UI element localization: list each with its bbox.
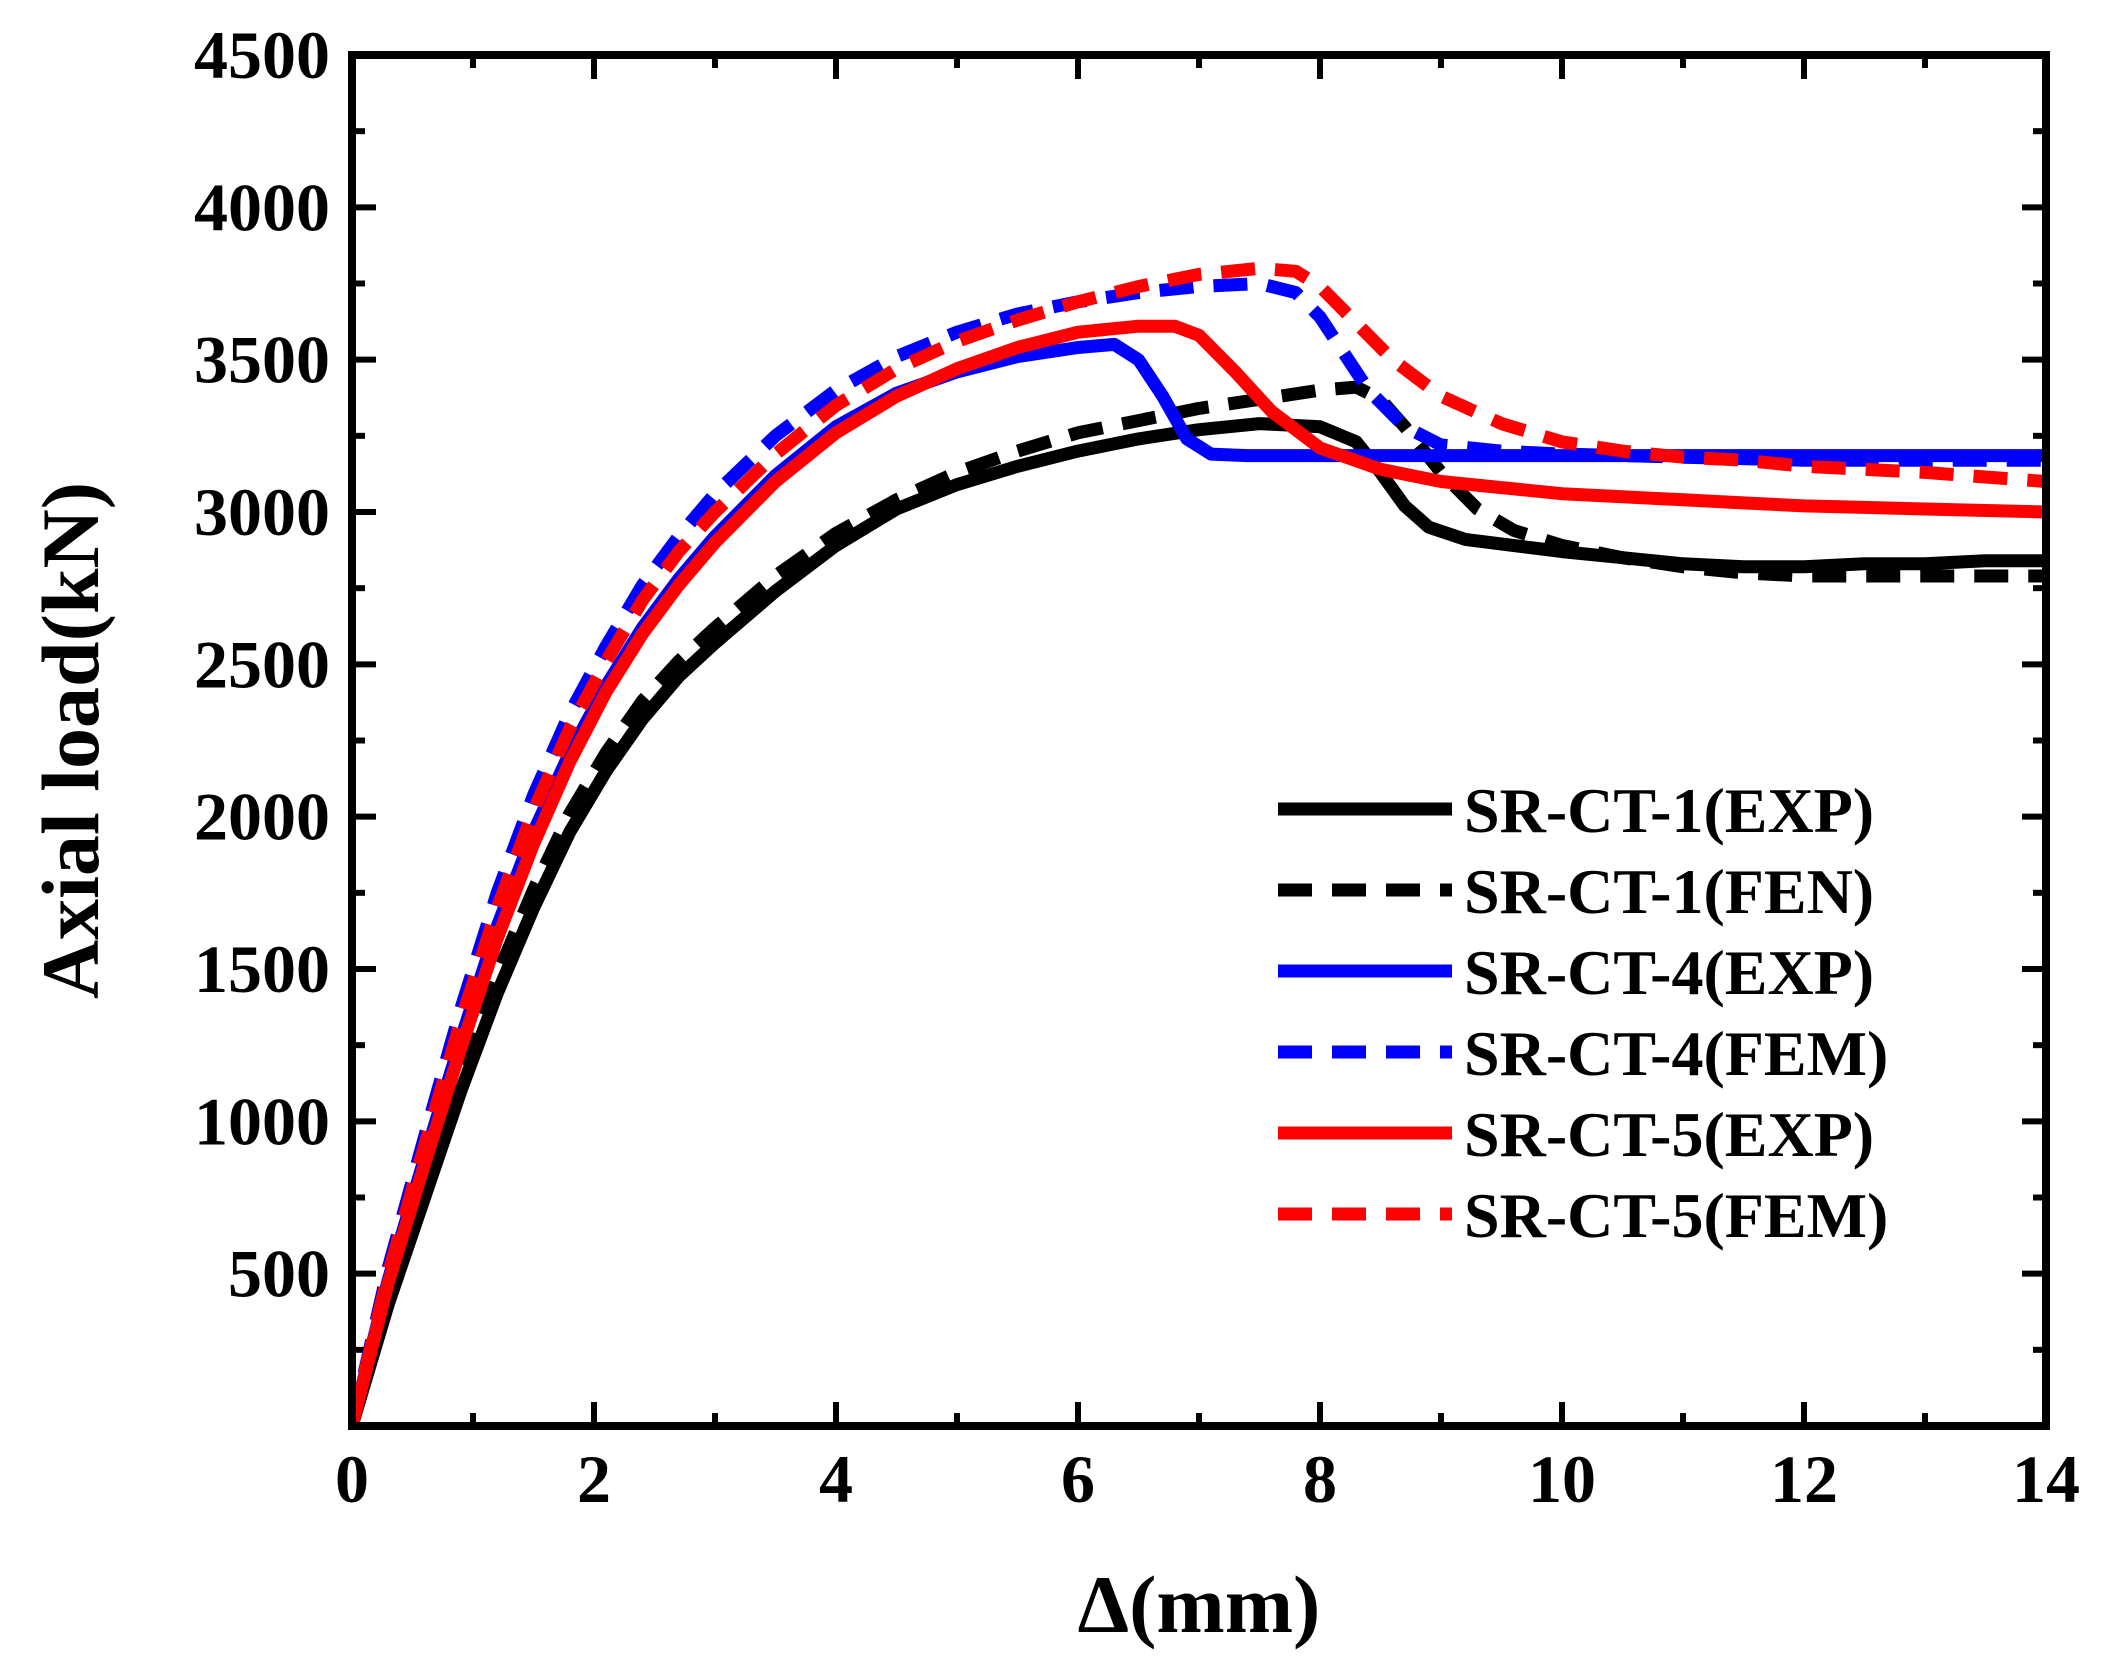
series-line-4	[352, 277, 2046, 1426]
legend-label-5: SR-CT-5(EXP)	[1464, 1099, 1874, 1170]
y-tick-label: 2000	[194, 779, 330, 855]
legend-label-3: SR-CT-4(EXP)	[1464, 937, 1874, 1008]
series-line-6	[352, 261, 2046, 1426]
y-tick-label: 4500	[194, 17, 330, 93]
x-tick-label: 4	[819, 1441, 853, 1517]
y-tick-label: 2500	[194, 626, 330, 702]
tick-labels: 0 2 4 6 8 10 12 14 500 1000 1500 2000 2500 3000 3500 40…	[194, 17, 2080, 1517]
legend-label-2: SR-CT-1(FEN)	[1464, 856, 1874, 927]
plot-series	[352, 261, 2046, 1426]
legend: SR-CT-1(EXP) SR-CT-1(FEN) SR-CT-4(EXP) SR-C…	[1278, 775, 1888, 1251]
y-tick-label: 500	[228, 1236, 330, 1312]
y-tick-label: 3000	[194, 474, 330, 550]
x-tick-label: 12	[1770, 1441, 1838, 1517]
series-line-1	[352, 417, 2046, 1426]
plot-frame	[348, 51, 2050, 1430]
x-tick-label: 6	[1061, 1441, 1095, 1517]
y-tick-label: 1000	[194, 1083, 330, 1159]
y-tick-label: 1500	[194, 931, 330, 1007]
y-axis-title: Axial load(kN)	[25, 482, 116, 999]
x-tick-label: 10	[1528, 1441, 1596, 1517]
y-tick-label: 4000	[194, 169, 330, 245]
legend-label-4: SR-CT-4(FEM)	[1464, 1018, 1888, 1089]
series-line-5	[352, 319, 2046, 1426]
x-tick-label: 0	[335, 1441, 369, 1517]
legend-label-6: SR-CT-5(FEM)	[1464, 1180, 1888, 1251]
legend-label-1: SR-CT-1(EXP)	[1464, 775, 1874, 846]
y-tick-label: 3500	[194, 322, 330, 398]
x-axis-title: Δ(mm)	[1078, 1559, 1321, 1650]
x-tick-label: 2	[577, 1441, 611, 1517]
x-tick-label: 14	[2012, 1441, 2080, 1517]
x-tick-label: 8	[1303, 1441, 1337, 1517]
